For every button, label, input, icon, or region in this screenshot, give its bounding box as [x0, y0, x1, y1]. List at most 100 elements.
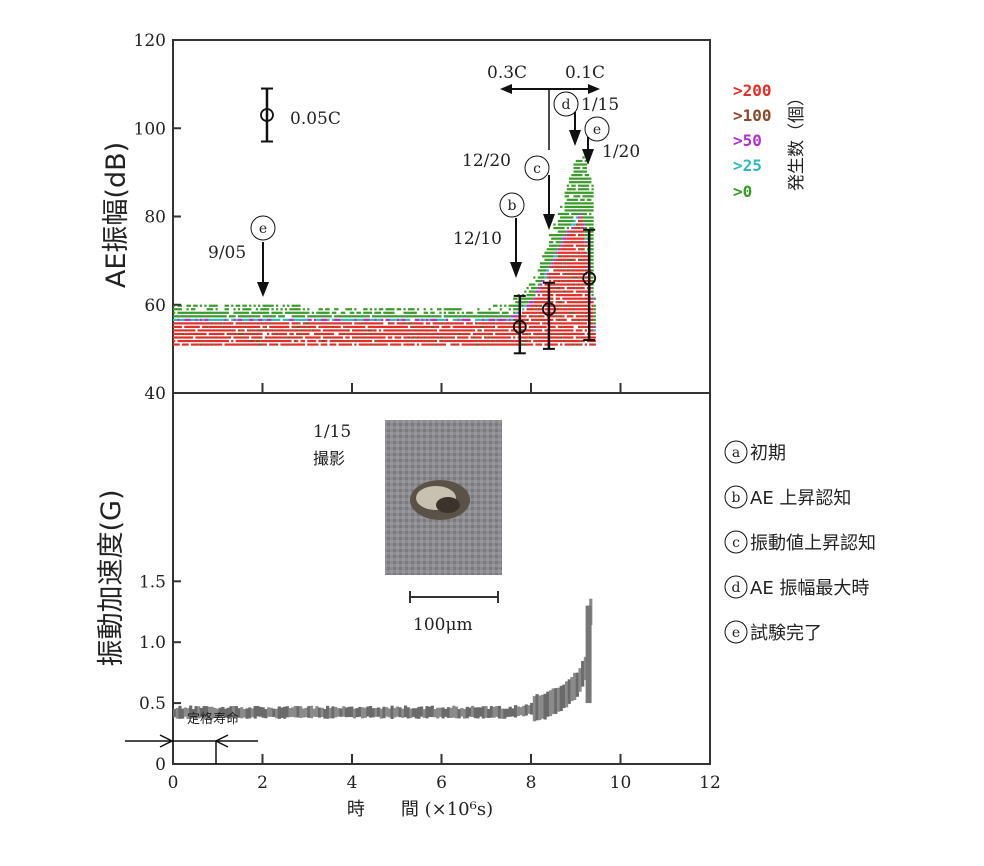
ae-stripe — [291, 322, 297, 325]
ae-stripe — [564, 195, 570, 198]
vibration-sample — [414, 708, 418, 719]
ae-stripe — [390, 322, 395, 325]
ae-stripe — [495, 322, 505, 325]
load-change-arrow — [500, 84, 600, 150]
ae-stripe — [282, 318, 290, 321]
ae-stripe — [181, 343, 189, 346]
vibration-sample — [374, 707, 378, 717]
ae-stripe — [584, 294, 590, 297]
ae-stripe — [584, 283, 587, 286]
ae-stripe — [300, 339, 306, 343]
ae-stripe — [193, 304, 198, 307]
ae-stripe — [537, 304, 540, 307]
ae-stripe — [412, 332, 415, 336]
vibration-sample — [173, 708, 177, 718]
ae-stripe — [560, 286, 565, 290]
vibration-sample — [213, 707, 217, 718]
ae-stripe — [584, 174, 590, 177]
vibration-sample — [473, 707, 477, 719]
vibration-sample — [581, 661, 585, 687]
ae-stripe — [573, 166, 581, 170]
ae-stripe — [542, 279, 545, 283]
ae-stripe — [217, 336, 229, 339]
vibration-sample — [425, 706, 429, 719]
ae-stripe — [544, 308, 563, 311]
ae-stripe — [566, 269, 570, 272]
ae-stripe — [412, 325, 415, 329]
vibration-sample — [307, 706, 311, 718]
vibration-sample — [436, 707, 440, 719]
ae-stripe — [535, 343, 543, 346]
ae-stripe — [553, 223, 556, 226]
vibration-sample — [454, 706, 459, 719]
ae-stripe — [566, 184, 570, 187]
ae-stripe — [186, 329, 196, 332]
ae-stripe — [251, 311, 270, 314]
y-tick-label: 40 — [144, 384, 166, 404]
vibration-sample — [505, 708, 510, 717]
ae-stripe — [555, 332, 561, 336]
vibration-sample — [350, 706, 354, 718]
ae-stripe — [367, 325, 408, 329]
ae-stripe — [577, 248, 581, 251]
ae-stripe — [551, 265, 554, 269]
ae-stripe — [343, 325, 346, 329]
ae-stripe — [557, 212, 570, 216]
vibration-sample — [465, 706, 469, 719]
vibration-sample — [264, 709, 268, 719]
vibration-sample — [471, 705, 475, 718]
axis-ticks: 0 2 4 6 8 10 12 40 60 80 100 120 0 0.5 1.0 1.5 — [134, 31, 721, 793]
ae-stripe — [390, 318, 397, 321]
vibration-sample — [565, 681, 569, 708]
ae-stripe — [560, 262, 563, 265]
vibration-sample — [296, 706, 300, 718]
ae-stripe — [584, 276, 587, 279]
ae-stripe — [537, 308, 540, 311]
ae-stripe — [260, 308, 270, 311]
vibration-sample — [387, 708, 391, 718]
ae-stripe — [302, 329, 312, 332]
ae-stripe — [553, 332, 556, 336]
ae-stripe — [506, 322, 516, 325]
ae-stripe — [338, 339, 348, 343]
vibration-sample — [269, 707, 273, 717]
ae-stripe — [557, 325, 561, 329]
vibration-sample — [452, 705, 456, 718]
ae-stripe — [307, 325, 310, 329]
vibration-sample — [304, 707, 308, 718]
ae-stripe — [580, 311, 583, 314]
vibration-sample — [385, 707, 389, 717]
ae-stripe — [591, 188, 594, 191]
ae-stripe — [557, 219, 574, 223]
ae-stripe — [231, 318, 234, 321]
ae-stripe — [524, 329, 543, 332]
ae-stripe — [591, 286, 594, 290]
vibration-sample — [226, 707, 230, 719]
vibration-sample — [250, 708, 255, 718]
ae-stripe — [365, 336, 386, 339]
key-marker-letter: e — [732, 625, 740, 641]
photo-caption: 撮影 — [313, 449, 345, 468]
vibration-sample — [253, 705, 257, 719]
ae-stripe — [533, 325, 536, 329]
vibration-sample — [261, 707, 265, 718]
ae-stripe — [365, 322, 384, 325]
ae-stripe — [302, 332, 310, 336]
ae-stripe — [416, 343, 420, 346]
ae-stripe — [573, 226, 578, 230]
ae-stripe — [528, 339, 531, 343]
ae-stripe — [325, 308, 330, 311]
ae-stripe — [372, 329, 377, 332]
ae-stripe — [470, 336, 473, 339]
vibration-sample — [390, 705, 394, 719]
ae-stripe — [190, 308, 196, 311]
key-label: AE 振幅最大時 — [750, 578, 869, 599]
key-marker-letter: c — [732, 535, 740, 551]
ae-stripe — [173, 329, 185, 332]
ae-stripe — [580, 234, 585, 237]
ae-stripe — [546, 272, 549, 276]
ae-stripe — [582, 226, 585, 230]
ae-stripe — [352, 329, 364, 332]
ae-stripe — [275, 304, 279, 307]
ae-stripe — [289, 329, 297, 332]
